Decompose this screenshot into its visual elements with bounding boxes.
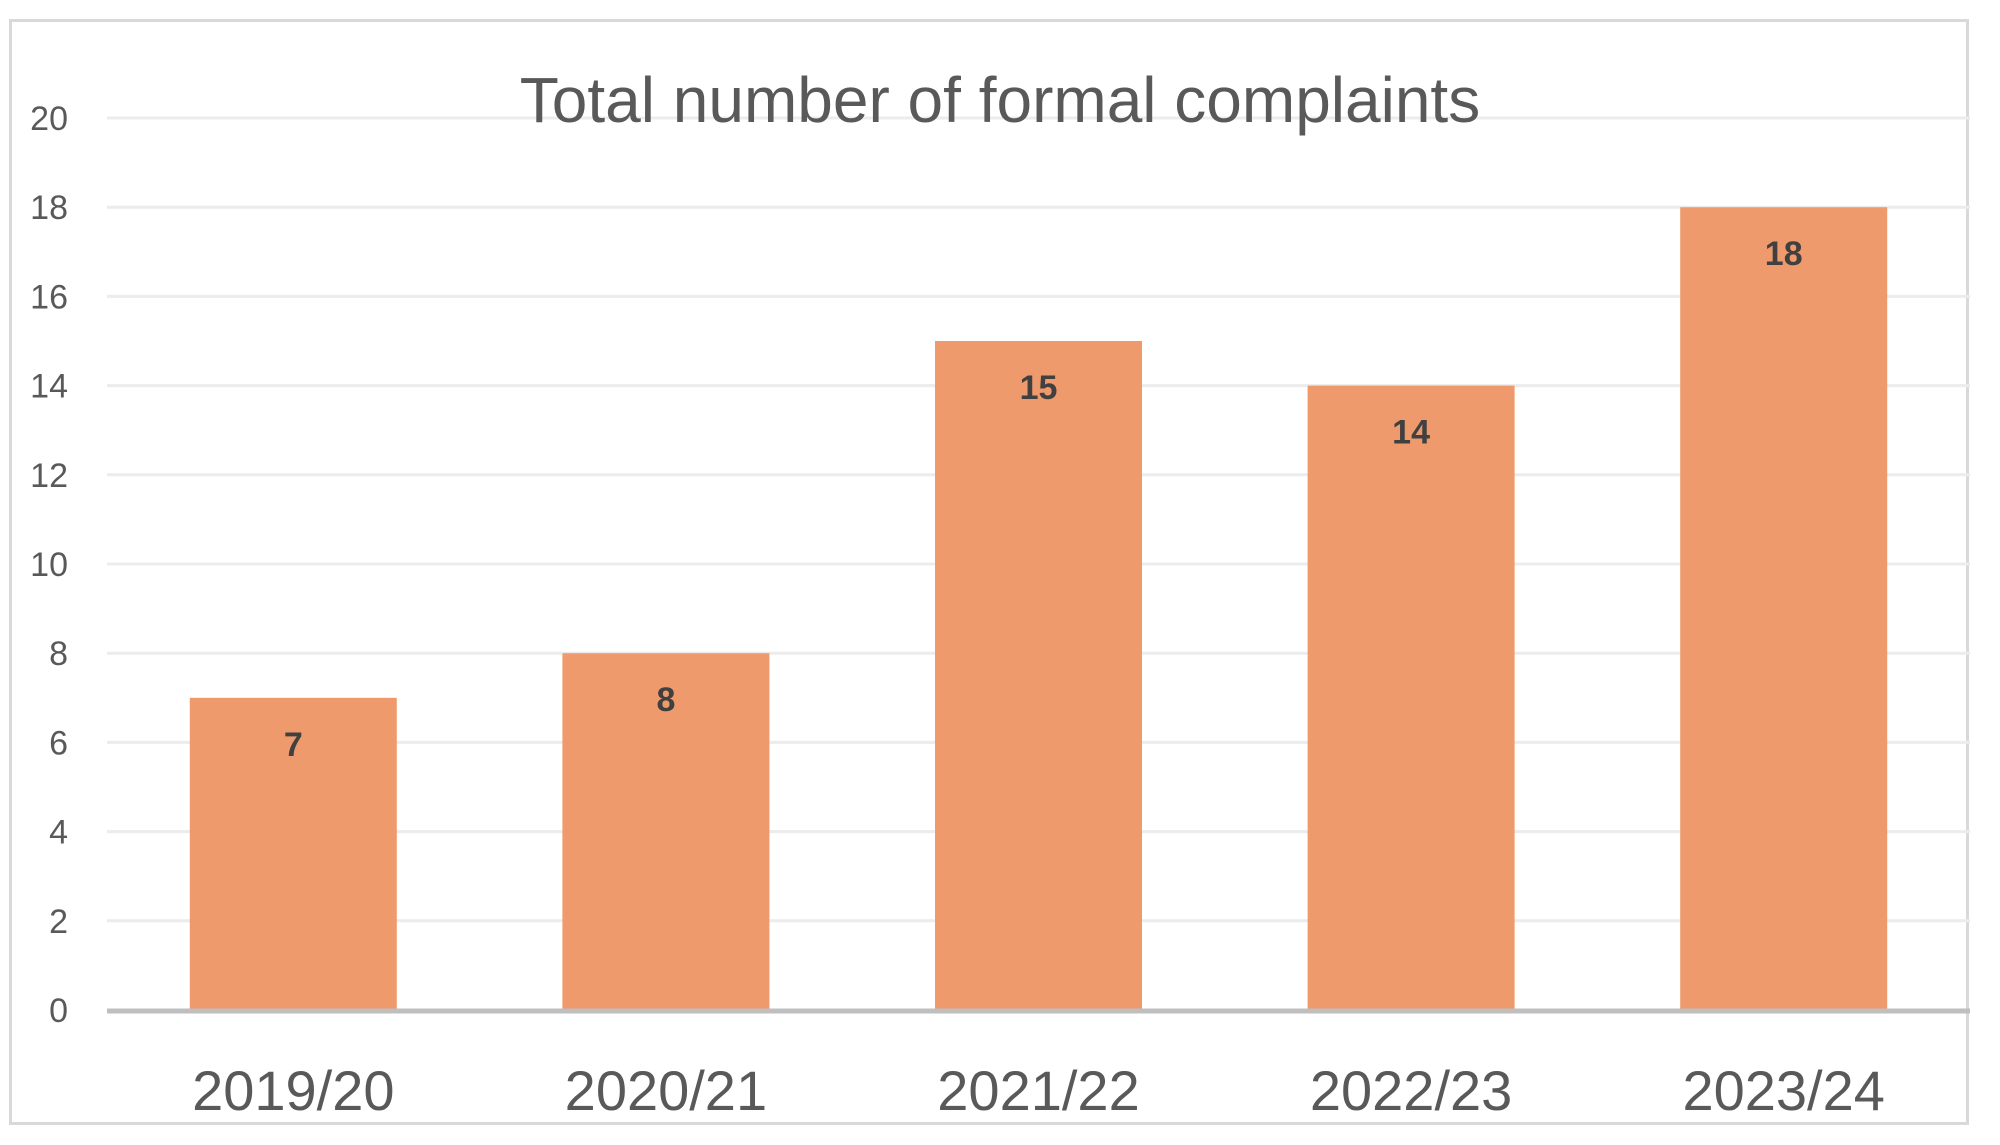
bar	[562, 653, 770, 1010]
bar	[1680, 207, 1888, 1010]
y-tick-label: 8	[49, 635, 68, 673]
y-tick-label: 4	[49, 814, 68, 852]
bars: 7 8 15 14 18	[189, 207, 1888, 1011]
data-label: 7	[284, 726, 303, 764]
x-tick-label: 2023/24	[1682, 1059, 1884, 1122]
x-tick-label: 2020/21	[565, 1059, 767, 1122]
x-tick-label: 2021/22	[937, 1059, 1139, 1122]
bar	[935, 341, 1142, 1010]
y-tick-label: 0	[49, 992, 68, 1030]
data-label: 14	[1392, 414, 1430, 452]
y-tick-label: 14	[30, 368, 68, 406]
x-tick-label: 2022/23	[1310, 1059, 1512, 1122]
data-label: 18	[1765, 235, 1803, 273]
y-tick-label: 2	[49, 903, 68, 941]
y-tick-label: 16	[30, 278, 68, 316]
y-tick-label: 18	[30, 189, 68, 227]
axes: 0 2 4 6 8 10 12 14 16 18 20 2019/20 2020/21 2021/22 20…	[30, 100, 1970, 1122]
gridlines	[107, 116, 1970, 923]
y-tick-label: 12	[30, 457, 68, 495]
bar	[189, 697, 397, 1010]
y-tick-label: 10	[30, 546, 68, 584]
data-label: 8	[656, 681, 675, 719]
y-tick-label: 20	[30, 100, 68, 138]
y-tick-label: 6	[49, 724, 68, 762]
chart-title: Total number of formal complaints	[520, 64, 1480, 136]
bar	[1307, 385, 1515, 1011]
data-label: 15	[1020, 369, 1058, 407]
x-tick-label: 2019/20	[192, 1059, 394, 1122]
